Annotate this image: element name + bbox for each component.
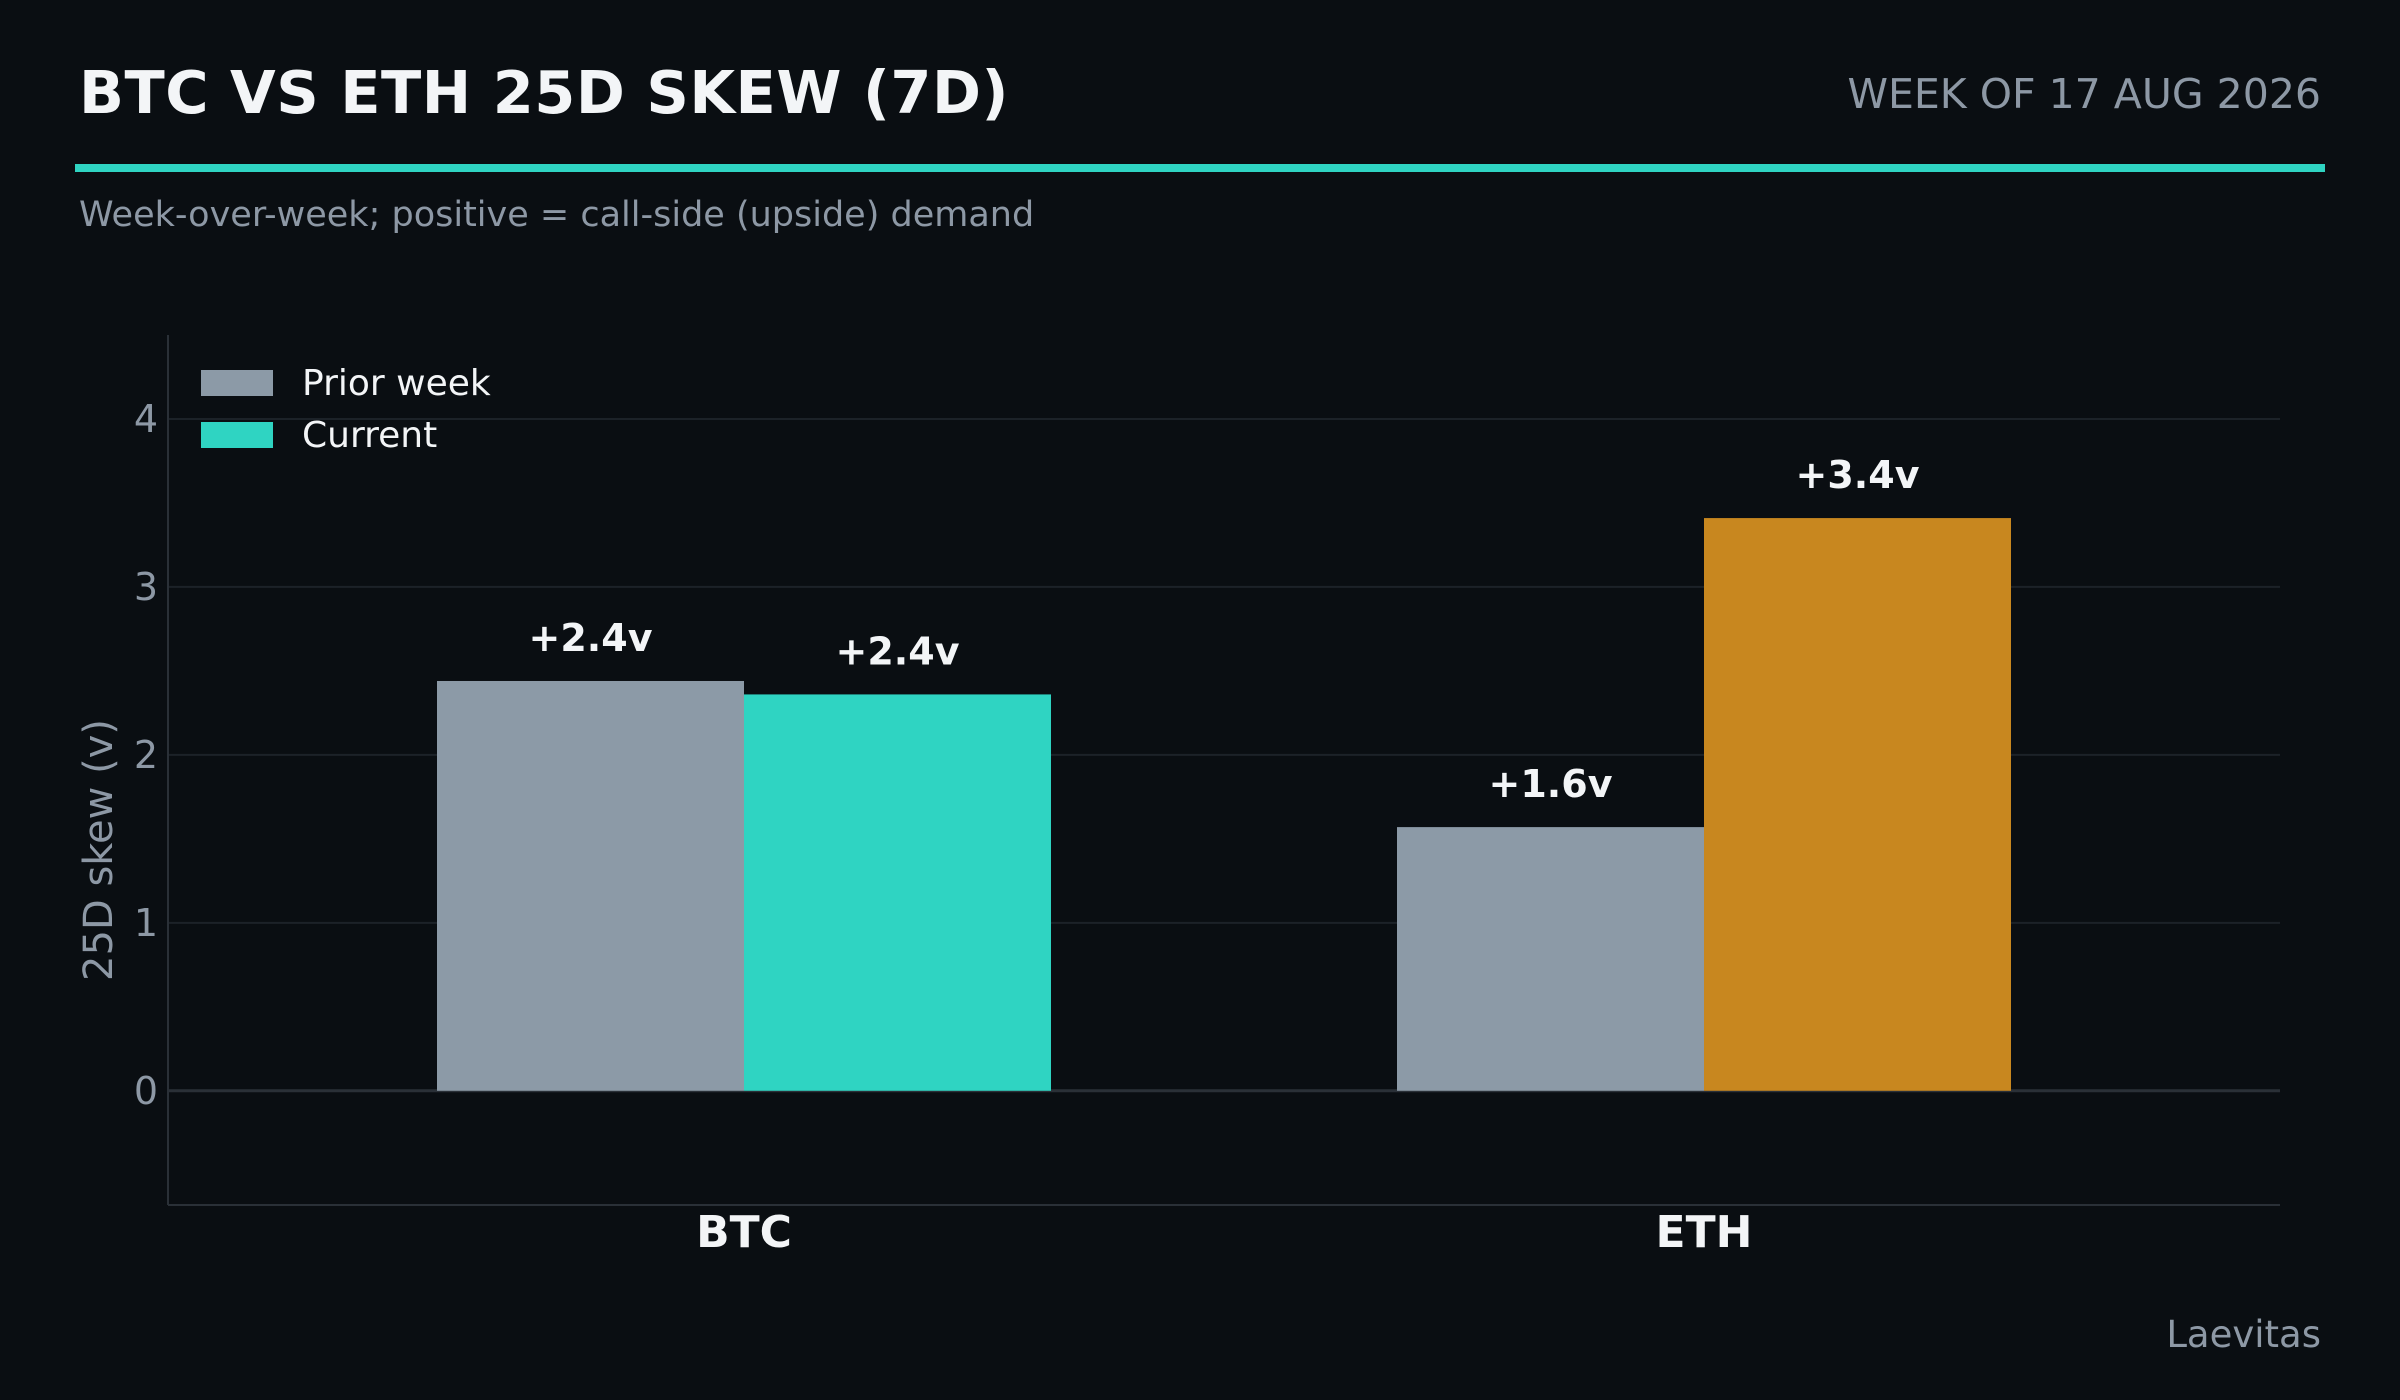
bar-value-label: +2.4v: [529, 616, 653, 660]
bar-eth-prior: [1397, 827, 1704, 1091]
bar-value-label: +1.6v: [1489, 762, 1613, 806]
y-tick-label: 1: [134, 901, 158, 945]
legend-swatch-prior: [201, 370, 273, 396]
legend-label: Prior week: [302, 363, 491, 404]
legend-swatch-current: [201, 422, 273, 448]
chart-subtitle: Week-over-week; positive = call-side (up…: [79, 195, 1035, 235]
bar-value-label: +3.4v: [1796, 453, 1920, 497]
chart-title: BTC VS ETH 25D SKEW (7D): [79, 58, 1009, 127]
week-label: WEEK OF 17 AUG 2026: [1847, 70, 2321, 118]
source-label: Laevitas: [2166, 1313, 2321, 1356]
y-axis-label: 25D skew (v): [76, 719, 122, 981]
accent-rule: [75, 164, 2325, 172]
y-tick-label: 3: [134, 565, 158, 609]
bar-btc-prior: [437, 680, 744, 1091]
y-tick-label: 2: [134, 733, 158, 777]
bar-btc-current: [744, 694, 1051, 1091]
y-tick-label: 0: [134, 1069, 158, 1113]
x-tick-label: ETH: [1656, 1207, 1753, 1258]
bar-value-label: +2.4v: [836, 629, 960, 673]
bar-eth-current: [1704, 518, 2011, 1091]
legend-label: Current: [302, 415, 437, 456]
x-tick-label: BTC: [696, 1207, 792, 1258]
y-tick-label: 4: [134, 397, 158, 441]
